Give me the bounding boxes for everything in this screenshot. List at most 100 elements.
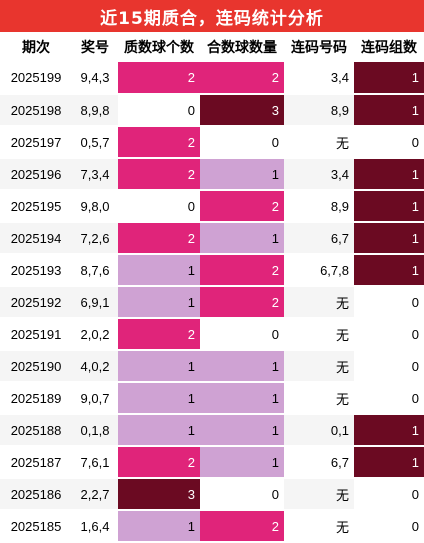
prize-cell: 1,6,4: [72, 510, 118, 543]
consecutive-numbers-cell: 无: [284, 286, 354, 319]
table-row: 2025199 9,4,3 2 2 3,4 1: [0, 62, 424, 95]
table-row: 2025196 7,3,4 2 1 3,4 1: [0, 158, 424, 191]
period-cell: 2025190: [0, 350, 72, 383]
prize-cell: 7,6,1: [72, 446, 118, 479]
composite-count-cell: 0: [200, 318, 284, 351]
period-cell: 2025194: [0, 222, 72, 255]
prize-cell: 9,0,7: [72, 382, 118, 415]
period-cell: 2025195: [0, 190, 72, 223]
consecutive-groups-cell: 0: [354, 350, 424, 383]
prime-count-cell: 1: [118, 510, 200, 543]
period-cell: 2025199: [0, 62, 72, 95]
period-cell: 2025191: [0, 318, 72, 351]
table-row: 2025188 0,1,8 1 1 0,1 1: [0, 414, 424, 447]
prime-count-cell: 2: [118, 446, 200, 479]
period-cell: 2025192: [0, 286, 72, 319]
consecutive-groups-cell: 0: [354, 478, 424, 511]
table-row: 2025187 7,6,1 2 1 6,7 1: [0, 446, 424, 479]
prime-count-cell: 1: [118, 350, 200, 383]
consecutive-numbers-cell: 6,7: [284, 222, 354, 255]
table-row: 2025197 0,5,7 2 0 无 0: [0, 126, 424, 159]
prime-count-cell: 2: [118, 158, 200, 191]
prime-count-cell: 2: [118, 318, 200, 351]
composite-count-cell: 1: [200, 382, 284, 415]
table-row: 2025189 9,0,7 1 1 无 0: [0, 382, 424, 415]
consecutive-numbers-cell: 3,4: [284, 62, 354, 95]
consecutive-groups-cell: 1: [354, 222, 424, 255]
period-cell: 2025198: [0, 94, 72, 127]
composite-count-cell: 0: [200, 126, 284, 159]
consecutive-numbers-cell: 无: [284, 478, 354, 511]
prime-count-cell: 0: [118, 94, 200, 127]
composite-count-cell: 2: [200, 254, 284, 287]
consecutive-numbers-cell: 6,7: [284, 446, 354, 479]
prime-count-cell: 2: [118, 62, 200, 95]
consecutive-groups-cell: 0: [354, 126, 424, 159]
table-row: 2025191 2,0,2 2 0 无 0: [0, 318, 424, 351]
prime-count-cell: 1: [118, 254, 200, 287]
prize-cell: 8,9,8: [72, 94, 118, 127]
header-composite-count: 合数球数量: [200, 32, 284, 62]
prime-count-cell: 1: [118, 382, 200, 415]
prime-count-cell: 0: [118, 190, 200, 223]
composite-count-cell: 1: [200, 158, 284, 191]
table-row: 2025194 7,2,6 2 1 6,7 1: [0, 222, 424, 255]
period-cell: 2025189: [0, 382, 72, 415]
prize-cell: 7,3,4: [72, 158, 118, 191]
consecutive-groups-cell: 1: [354, 414, 424, 447]
composite-count-cell: 3: [200, 94, 284, 127]
prime-count-cell: 3: [118, 478, 200, 511]
prize-cell: 9,8,0: [72, 190, 118, 223]
consecutive-groups-cell: 0: [354, 510, 424, 543]
period-cell: 2025187: [0, 446, 72, 479]
prime-count-cell: 2: [118, 222, 200, 255]
consecutive-groups-cell: 1: [354, 190, 424, 223]
composite-count-cell: 1: [200, 222, 284, 255]
page-title: 近15期质合，连码统计分析: [0, 0, 424, 32]
composite-count-cell: 2: [200, 510, 284, 543]
header-consecutive-numbers: 连码号码: [284, 32, 354, 62]
header-prize: 奖号: [72, 32, 118, 62]
period-cell: 2025197: [0, 126, 72, 159]
prize-cell: 8,7,6: [72, 254, 118, 287]
consecutive-numbers-cell: 无: [284, 126, 354, 159]
prize-cell: 0,5,7: [72, 126, 118, 159]
consecutive-groups-cell: 1: [354, 158, 424, 191]
consecutive-groups-cell: 1: [354, 94, 424, 127]
consecutive-numbers-cell: 3,4: [284, 158, 354, 191]
composite-count-cell: 1: [200, 350, 284, 383]
table-body: 2025199 9,4,3 2 2 3,4 1 2025198 8,9,8 0 3 8,9 1 2025…: [0, 62, 424, 543]
table-row: 2025186 2,2,7 3 0 无 0: [0, 478, 424, 511]
prize-cell: 9,4,3: [72, 62, 118, 95]
table-row: 2025185 1,6,4 1 2 无 0: [0, 510, 424, 543]
stats-table: 期次 奖号 质数球个数 合数球数量 连码号码 连码组数 2025199 9,4,3…: [0, 32, 424, 543]
composite-count-cell: 1: [200, 446, 284, 479]
prize-cell: 2,0,2: [72, 318, 118, 351]
consecutive-groups-cell: 0: [354, 382, 424, 415]
composite-count-cell: 0: [200, 478, 284, 511]
table-row: 2025193 8,7,6 1 2 6,7,8 1: [0, 254, 424, 287]
consecutive-groups-cell: 1: [354, 62, 424, 95]
prime-count-cell: 1: [118, 286, 200, 319]
composite-count-cell: 1: [200, 414, 284, 447]
consecutive-numbers-cell: 0,1: [284, 414, 354, 447]
consecutive-groups-cell: 0: [354, 318, 424, 351]
prize-cell: 2,2,7: [72, 478, 118, 511]
prime-count-cell: 1: [118, 414, 200, 447]
consecutive-groups-cell: 0: [354, 286, 424, 319]
header-row: 期次 奖号 质数球个数 合数球数量 连码号码 连码组数: [0, 32, 424, 62]
consecutive-numbers-cell: 无: [284, 318, 354, 351]
consecutive-numbers-cell: 无: [284, 510, 354, 543]
consecutive-groups-cell: 1: [354, 446, 424, 479]
header-period: 期次: [0, 32, 72, 62]
prize-cell: 4,0,2: [72, 350, 118, 383]
prime-count-cell: 2: [118, 126, 200, 159]
table-row: 2025190 4,0,2 1 1 无 0: [0, 350, 424, 383]
consecutive-numbers-cell: 8,9: [284, 190, 354, 223]
consecutive-numbers-cell: 无: [284, 350, 354, 383]
table-row: 2025195 9,8,0 0 2 8,9 1: [0, 190, 424, 223]
prize-cell: 6,9,1: [72, 286, 118, 319]
composite-count-cell: 2: [200, 286, 284, 319]
header-consecutive-groups: 连码组数: [354, 32, 424, 62]
table-row: 2025198 8,9,8 0 3 8,9 1: [0, 94, 424, 127]
